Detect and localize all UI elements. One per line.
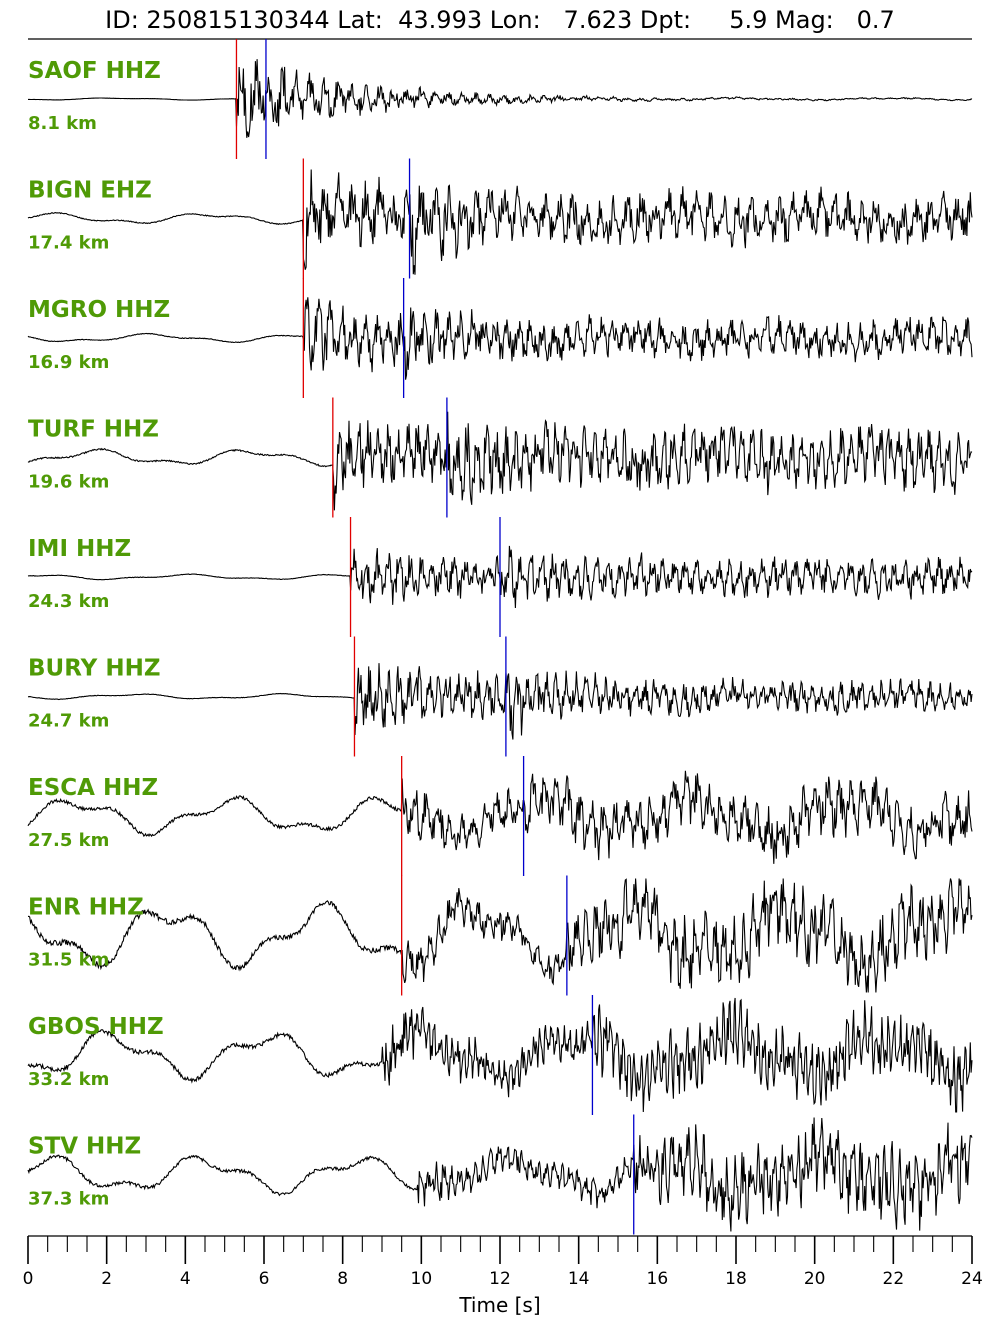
station-trace-9: STV HHZ 37.3 km — [27, 1114, 973, 1235]
waveform-line — [27, 878, 973, 993]
x-tick-label: 18 — [725, 1269, 747, 1289]
x-tick-label: 0 — [23, 1269, 34, 1289]
waveform-line — [27, 770, 973, 864]
x-tick-label: 6 — [259, 1269, 270, 1289]
station-trace-0: SAOF HHZ 8.1 km — [28, 39, 973, 159]
station-trace-5: BURY HHZ 24.7 km — [27, 636, 973, 757]
waveform-line — [27, 663, 973, 740]
waveform-line — [28, 59, 973, 138]
x-tick-label: 14 — [568, 1269, 590, 1289]
traces-group: SAOF HHZ 8.1 km BIGN EHZ 17.4 km MGRO HHZ 16.… — [27, 39, 973, 1235]
station-trace-1: BIGN EHZ 17.4 km — [27, 158, 973, 279]
x-tick-label: 22 — [883, 1269, 905, 1289]
station-trace-6: ESCA HHZ 27.5 km — [27, 756, 973, 876]
station-distance: 8.1 km — [28, 113, 97, 134]
x-tick-label: 12 — [489, 1269, 511, 1289]
waveform-line — [27, 997, 973, 1113]
station-label: BURY HHZ — [28, 656, 161, 682]
station-label: IMI HHZ — [28, 536, 131, 562]
station-label: BIGN EHZ — [28, 178, 152, 204]
station-distance: 27.5 km — [28, 830, 109, 851]
station-trace-3: TURF HHZ 19.6 km — [27, 397, 973, 518]
plot-title: ID: 250815130344 Lat: 43.993 Lon: 7.623 … — [105, 6, 895, 34]
x-tick-label: 2 — [101, 1269, 112, 1289]
station-distance: 19.6 km — [28, 472, 109, 493]
station-distance: 16.9 km — [28, 352, 109, 373]
station-trace-7: ENR HHZ 31.5 km — [27, 875, 973, 996]
x-axis-label: Time [s] — [458, 1293, 540, 1317]
x-tick-label: 16 — [647, 1269, 669, 1289]
station-label: SAOF HHZ — [28, 58, 161, 84]
x-tick-label: 8 — [337, 1269, 348, 1289]
station-distance: 37.3 km — [28, 1189, 109, 1210]
station-distance: 33.2 km — [28, 1069, 109, 1090]
station-label: STV HHZ — [28, 1134, 141, 1160]
waveform-line — [27, 297, 973, 380]
station-label: ESCA HHZ — [28, 775, 158, 801]
station-label: TURF HHZ — [28, 417, 159, 443]
station-label: MGRO HHZ — [28, 297, 170, 323]
station-distance: 24.7 km — [28, 711, 109, 732]
station-distance: 17.4 km — [28, 233, 109, 254]
x-tick-label: 10 — [411, 1269, 433, 1289]
station-label: GBOS HHZ — [28, 1014, 164, 1040]
station-label: ENR HHZ — [28, 895, 144, 921]
station-trace-8: GBOS HHZ 33.2 km — [27, 995, 973, 1115]
waveform-line — [27, 411, 973, 511]
x-tick-label: 20 — [804, 1269, 826, 1289]
station-trace-4: IMI HHZ 24.3 km — [27, 517, 973, 637]
waveform-line — [27, 169, 973, 275]
x-tick-label: 4 — [180, 1269, 191, 1289]
station-distance: 31.5 km — [28, 950, 109, 971]
waveform-line — [27, 1117, 973, 1232]
station-trace-2: MGRO HHZ 16.9 km — [27, 278, 973, 398]
station-distance: 24.3 km — [28, 591, 109, 612]
x-tick-label: 24 — [961, 1269, 983, 1289]
